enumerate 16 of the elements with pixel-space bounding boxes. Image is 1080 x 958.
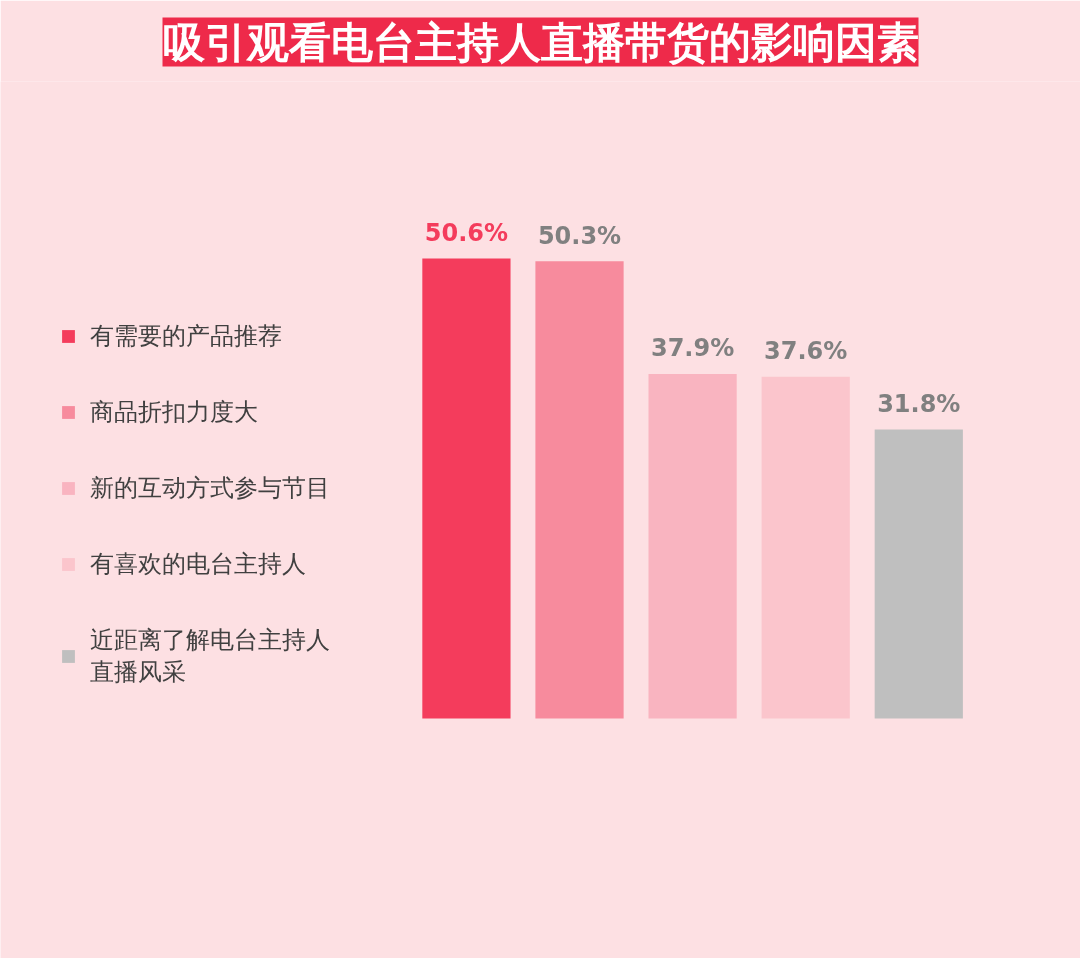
bar — [535, 261, 624, 719]
data-label: 37.6% — [764, 337, 848, 366]
legend-label: 有喜欢的电台主持人 — [90, 549, 306, 580]
bar — [874, 429, 963, 719]
data-label: 50.6% — [424, 219, 509, 248]
legend-label: 有需要的产品推荐 — [90, 321, 282, 352]
legend-label: 近距离了解电台主持人直播风采 — [90, 625, 330, 688]
legend-label: 商品折扣力度大 — [90, 397, 258, 428]
bar — [761, 376, 850, 719]
data-label: 50.3% — [537, 221, 622, 250]
bar — [422, 258, 511, 719]
legend-label: 新的互动方式参与节目 — [90, 473, 330, 504]
data-label: 37.9% — [650, 334, 735, 363]
bar — [648, 373, 737, 719]
chart-title: 吸引观看电台主持人直播带货的影响因素 — [162, 17, 919, 67]
data-label: 31.8% — [877, 389, 961, 418]
